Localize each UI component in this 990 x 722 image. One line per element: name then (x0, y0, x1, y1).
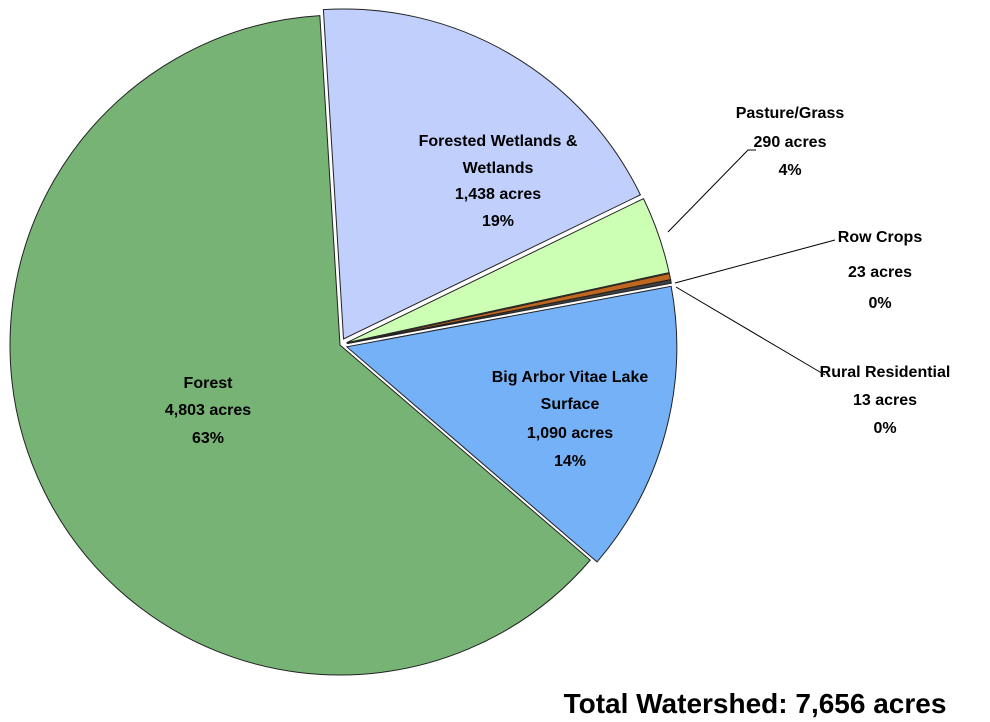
percent-label: 0% (873, 420, 897, 437)
percent-label: 4% (778, 162, 802, 179)
percent-label: 0% (868, 295, 892, 312)
pie-slice (322, 8, 642, 340)
value-label: 13 acres (852, 392, 918, 409)
slice-label: Row Crops (837, 229, 923, 246)
value-label: 290 acres (753, 134, 827, 151)
slice-label: Big Arbor Vitae Lake Surface (491, 369, 649, 413)
leader-line (674, 239, 836, 284)
slice-label: Forested Wetlands & Wetlands (418, 133, 578, 177)
slice-label: Forest (183, 375, 233, 392)
value-label: 1,090 acres (526, 425, 614, 442)
value-label: 4,803 acres (164, 402, 252, 419)
value-label: 23 acres (847, 264, 913, 281)
pie-slice (9, 15, 591, 676)
percent-label: 63% (191, 430, 225, 447)
slice-label: Rural Residential (819, 364, 951, 381)
leader-line (675, 286, 826, 376)
total-annotation: Total Watershed: 7,656 acres (563, 688, 947, 719)
slice-label: Pasture/Grass (735, 105, 845, 122)
pie-slice (346, 197, 670, 344)
percent-label: 14% (553, 453, 587, 470)
value-label: 1,438 acres (454, 186, 542, 203)
leader-line (667, 149, 756, 233)
pie-slice (346, 279, 672, 345)
pie-slice (345, 285, 678, 563)
percent-label: 19% (481, 213, 515, 230)
